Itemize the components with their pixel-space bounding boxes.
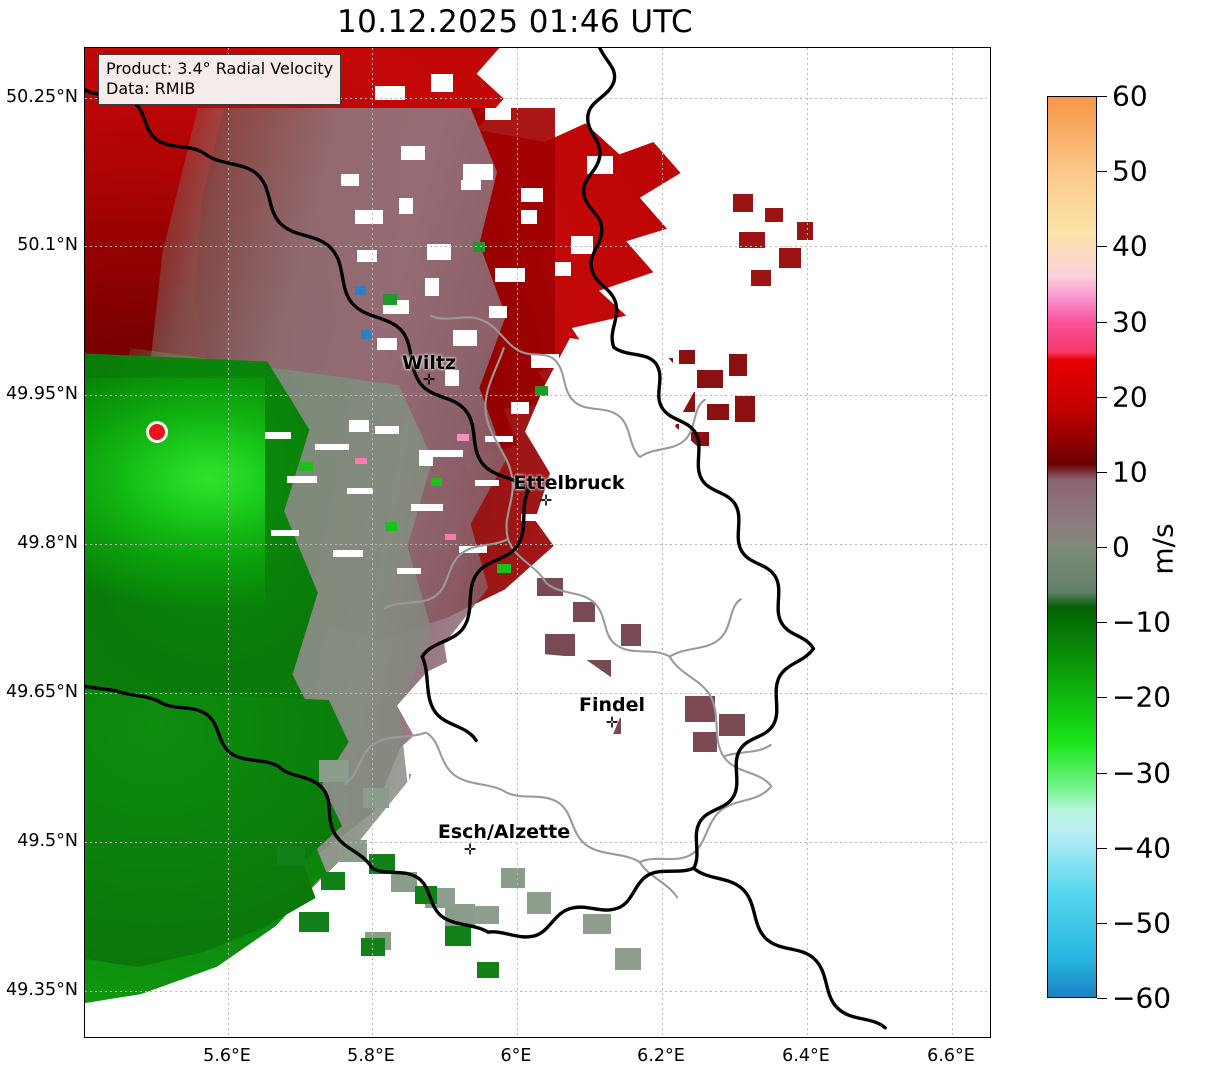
map-borders [85, 48, 887, 1030]
colorbar-tick-label: −40 [1112, 831, 1172, 865]
colorbar-tick [1097, 848, 1107, 850]
radar-speckle-ne2 [725, 188, 835, 308]
colorbar-tick-label: 60 [1112, 79, 1148, 113]
gridline-horizontal [85, 98, 990, 99]
y-tick-label: 49.95°N [6, 384, 78, 404]
colorbar-unit-label: m/s [1146, 523, 1180, 575]
colorbar-tick [1097, 96, 1107, 98]
gridline-vertical [807, 48, 808, 1037]
info-product-line: Product: 3.4° Radial Velocity [106, 59, 334, 78]
gridline-horizontal [85, 395, 990, 396]
colorbar-tick [1097, 773, 1107, 775]
gridline-vertical [372, 48, 373, 1037]
city-label-ettelbruck: Ettelbruck [513, 472, 625, 494]
colorbar-tick-label: 50 [1112, 154, 1148, 188]
province-borders [343, 314, 773, 899]
x-tick-label: 6.6°E [927, 1046, 975, 1066]
colorbar-tick-label: 20 [1112, 380, 1148, 414]
gridline-horizontal [85, 842, 990, 843]
x-tick-label: 5.8°E [347, 1046, 395, 1066]
colorbar-tick [1097, 322, 1107, 324]
colorbar-tick-label: −20 [1112, 680, 1172, 714]
gridline-vertical [228, 48, 229, 1037]
map-clip: Wiltz ✛ Ettelbruck ✛ Findel ✛ Esch/Alzet… [85, 48, 990, 1037]
y-tick-label: 50.25°N [6, 87, 78, 107]
city-marker-findel: ✛ [605, 713, 619, 732]
city-marker-ettelbruck: ✛ [539, 491, 553, 510]
colorbar-tick [1097, 397, 1107, 399]
city-marker-esch-alzette: ✛ [463, 840, 477, 859]
gridline-vertical [952, 48, 953, 1037]
gridline-horizontal [85, 544, 990, 545]
radar-speckle-green-blocks [265, 838, 525, 998]
radar-site-marker [149, 424, 165, 440]
product-info-box: Product: 3.4° Radial Velocity Data: RMIB [98, 54, 342, 106]
colorbar-tick-label: −60 [1112, 981, 1172, 1015]
colorbar-tick [1097, 171, 1107, 173]
info-data-line: Data: RMIB [106, 79, 196, 99]
y-tick-label: 49.65°N [6, 682, 78, 702]
y-tick-label: 50.1°N [17, 235, 78, 255]
radar-speckle-wiltz-area [315, 158, 615, 488]
x-tick-label: 6.2°E [637, 1046, 685, 1066]
colorbar-gradient [1048, 97, 1096, 997]
colorbar-tick-label: 10 [1112, 455, 1148, 489]
x-tick-label: 5.6°E [203, 1046, 251, 1066]
colorbar-tick [1097, 472, 1107, 474]
page-title: 10.12.2025 01:46 UTC [337, 4, 693, 40]
city-label-wiltz: Wiltz [401, 352, 457, 374]
colorbar-tick-label: 40 [1112, 229, 1148, 263]
gridline-vertical [662, 48, 663, 1037]
x-tick-label: 6.4°E [782, 1046, 830, 1066]
colorbar-tick-label: −30 [1112, 756, 1172, 790]
country-borders [85, 48, 887, 1030]
gridline-horizontal [85, 246, 990, 247]
colorbar-tick [1097, 923, 1107, 925]
colorbar-tick [1097, 547, 1107, 549]
y-tick-label: 49.5°N [17, 831, 78, 851]
colorbar-tick [1097, 622, 1107, 624]
x-tick-label: 6°E [500, 1046, 532, 1066]
gridline-horizontal [85, 991, 990, 992]
gridline-horizontal [85, 693, 990, 694]
city-marker-wiltz: ✛ [422, 370, 436, 389]
colorbar-tick [1097, 998, 1107, 1000]
radar-speckle-east-mauve [675, 688, 765, 768]
y-tick-label: 49.8°N [17, 533, 78, 553]
colorbar-tick-label: 30 [1112, 305, 1148, 339]
colorbar-tick-label: −10 [1112, 605, 1172, 639]
colorbar-tick [1097, 697, 1107, 699]
colorbar-tick-label: 0 [1112, 530, 1130, 564]
radar-plot-area: Wiltz ✛ Ettelbruck ✛ Findel ✛ Esch/Alzet… [84, 47, 991, 1038]
colorbar-tick-label: −50 [1112, 906, 1172, 940]
velocity-colorbar [1047, 96, 1097, 998]
y-tick-label: 49.35°N [6, 980, 78, 1000]
city-label-findel: Findel [578, 694, 646, 716]
city-label-esch-alzette: Esch/Alzette [437, 821, 571, 843]
colorbar-tick [1097, 246, 1107, 248]
